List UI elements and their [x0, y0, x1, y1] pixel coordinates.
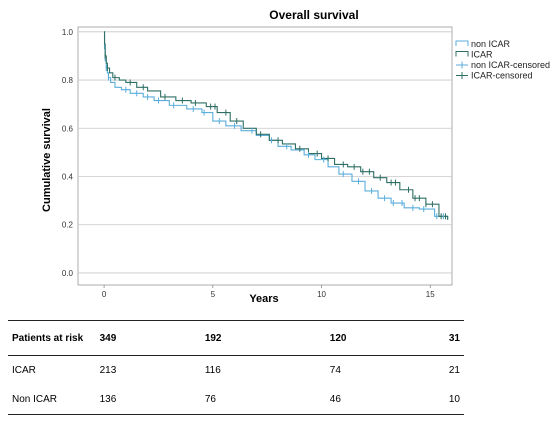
x-tick-label: 10 — [317, 290, 326, 299]
legend-swatch — [455, 51, 469, 57]
y-tick-label: 0.4 — [62, 172, 74, 181]
risk-header-row: Patients at risk 349 192 120 31 — [8, 320, 464, 356]
risk-cell: 116 — [204, 364, 221, 376]
risk-row-non-icar: Non ICAR 136 76 46 10 — [8, 384, 464, 415]
y-tick-label: 0.0 — [62, 269, 74, 278]
survival-chart: Overall survival 0.0 0.2 0.4 0.6 0.8 1.0 0 5 10 1… — [41, 8, 550, 305]
risk-cell: 21 — [448, 364, 460, 376]
plot-area: 0.0 0.2 0.4 0.6 0.8 1.0 0 5 10 15 — [62, 26, 453, 299]
x-tick-label: 15 — [426, 290, 435, 299]
x-axis-title: Years — [249, 293, 278, 305]
y-tick-label: 0.8 — [62, 76, 74, 85]
y-tick-label: 1.0 — [62, 28, 74, 37]
plot-frame — [77, 26, 453, 286]
y-axis-title: Cumulative survival — [41, 108, 53, 212]
legend-entry: non ICAR — [471, 39, 511, 49]
risk-row-label: ICAR — [12, 364, 36, 376]
legend-entry: non ICAR-censored — [471, 60, 550, 70]
legend-entry: ICAR — [471, 50, 493, 60]
risk-total-year-0: 349 — [91, 320, 201, 356]
x-tick-label: 0 — [102, 290, 107, 299]
risk-total-year-15: 31 — [444, 320, 464, 356]
legend-swatch — [455, 40, 469, 46]
chart-title: Overall survival — [269, 8, 358, 22]
series-line-icar — [103, 31, 449, 220]
risk-row-icar: ICAR 213 116 74 21 — [8, 356, 464, 385]
risk-total-year-10: 120 — [325, 320, 445, 356]
risk-cell: 74 — [329, 364, 341, 376]
risk-header-label: Patients at risk — [8, 320, 92, 356]
risk-total-year-5: 192 — [200, 320, 326, 356]
risk-row-label: Non ICAR — [8, 384, 92, 415]
risk-cell: 46 — [325, 384, 445, 415]
patients-at-risk-table: Patients at risk 349 192 120 31 ICAR 213… — [8, 320, 464, 415]
series-line-non-icar — [103, 31, 449, 219]
x-tick-label: 5 — [211, 290, 216, 299]
risk-cell: 76 — [200, 384, 326, 415]
y-tick-label: 0.2 — [62, 221, 74, 230]
risk-cell: 136 — [91, 384, 201, 415]
y-tick-label: 0.6 — [62, 124, 74, 133]
risk-cell: 213 — [99, 364, 117, 376]
legend-entry: ICAR-censored — [471, 71, 533, 81]
risk-cell: 10 — [444, 384, 464, 415]
